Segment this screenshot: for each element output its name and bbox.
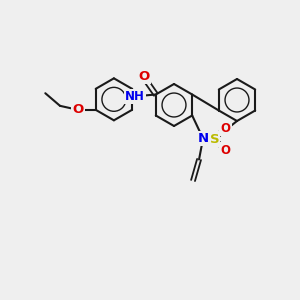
Text: O: O bbox=[220, 122, 230, 134]
Text: NH: NH bbox=[125, 90, 145, 103]
Text: O: O bbox=[138, 70, 149, 83]
Text: S: S bbox=[209, 133, 219, 146]
Text: O: O bbox=[220, 143, 230, 157]
Text: O: O bbox=[72, 103, 83, 116]
Text: N: N bbox=[197, 132, 208, 145]
